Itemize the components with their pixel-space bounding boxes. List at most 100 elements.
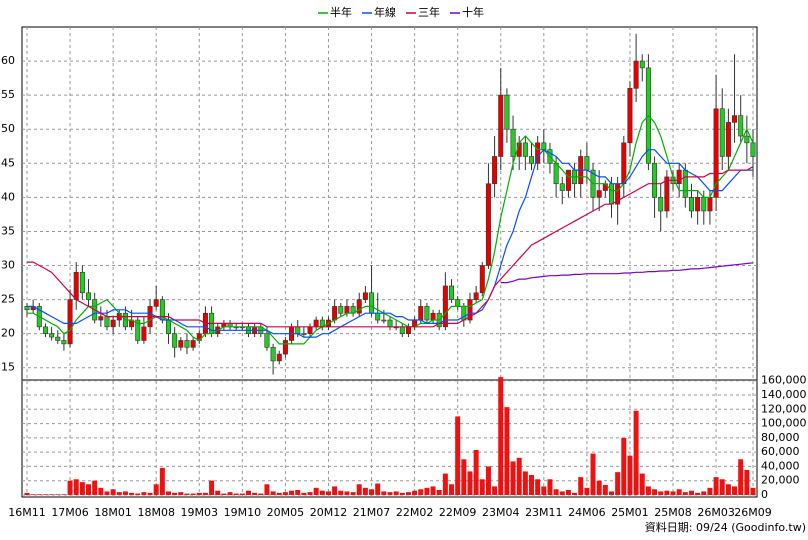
candle-body: [49, 333, 55, 338]
volume-bar: [122, 491, 128, 495]
volume-bar: [202, 492, 208, 495]
volume-bar: [621, 437, 627, 495]
candle-body: [658, 197, 664, 212]
candle-body: [332, 306, 338, 321]
candle-body: [750, 142, 756, 157]
candle-body: [73, 272, 79, 300]
footer: 資料日期: 09/24 (Goodinfo.tw): [645, 520, 806, 534]
ma-line: [27, 114, 754, 345]
x-tick-label: 19M03: [181, 506, 219, 519]
candle-body: [424, 306, 430, 321]
volume-bar: [258, 493, 264, 495]
candle-body: [387, 319, 393, 328]
candle-body: [79, 272, 85, 294]
candle-body: [67, 299, 73, 345]
y-tick-label: 35: [1, 224, 15, 237]
candle-body: [98, 316, 104, 321]
candle-body: [498, 94, 504, 157]
volume-bar: [732, 486, 738, 495]
candle-body: [270, 346, 276, 362]
candle-body: [135, 319, 141, 341]
volume-bar: [381, 491, 387, 495]
candle-body: [338, 306, 344, 314]
y-tick-label: 30: [1, 259, 15, 272]
candle-body: [307, 326, 313, 334]
y-tick-label: 15: [1, 361, 15, 374]
candle-body: [608, 183, 614, 205]
candle-body: [633, 60, 639, 89]
candle-body: [172, 333, 178, 348]
x-tick-label: 25M08: [654, 506, 692, 519]
volume-bar: [547, 479, 553, 495]
candle-body: [732, 115, 738, 123]
y2-tick-label: 60,000: [761, 445, 800, 458]
volume-bar: [639, 473, 645, 495]
x-tick-label: 16M11: [8, 506, 46, 519]
candle-body: [504, 94, 510, 130]
volume-bar: [492, 486, 498, 495]
volume-bar: [455, 416, 461, 495]
volume-bar: [289, 490, 295, 495]
volume-bar: [412, 490, 418, 495]
candle-body: [369, 292, 375, 314]
candle-body: [356, 299, 362, 314]
candle-body: [652, 162, 658, 198]
volume-bar: [707, 487, 713, 495]
candle-body: [178, 340, 184, 348]
candle-body: [313, 319, 319, 328]
candle-body: [61, 340, 67, 345]
volume-bar: [676, 489, 682, 495]
volume-bar: [233, 493, 239, 495]
volume-bar: [42, 494, 48, 495]
volume-bar: [196, 492, 202, 495]
volume-bar: [67, 480, 73, 495]
volume-bar: [479, 479, 485, 495]
volume-bar: [129, 492, 135, 495]
y-tick-label: 45: [1, 156, 15, 169]
candle-body: [596, 190, 602, 198]
y2-tick-label: 20,000: [761, 474, 800, 487]
candle-body: [639, 60, 645, 69]
candle-body: [104, 316, 110, 328]
x-tick-label: 26M09: [734, 506, 772, 519]
volume-bar: [485, 466, 491, 495]
volume-bar: [522, 471, 528, 495]
volume-bar: [282, 492, 288, 495]
x-tick-label: 20M12: [310, 506, 348, 519]
volume-bar: [602, 485, 608, 495]
volume-bar: [504, 407, 510, 495]
volume-bar: [688, 490, 694, 495]
candle-body: [510, 128, 516, 157]
volume-bar: [615, 472, 621, 495]
volume-bar: [399, 492, 405, 495]
volume-bar: [559, 491, 565, 495]
x-tick-label: 22M09: [439, 506, 477, 519]
y2-tick-label: 160,000: [761, 374, 807, 387]
legend-label: 三年: [418, 5, 440, 19]
volume-bar: [553, 489, 559, 495]
candle-body: [676, 169, 682, 185]
ma-line: [27, 148, 753, 338]
volume-bar: [356, 484, 362, 495]
x-tick-label: 20M05: [267, 506, 305, 519]
volume-bar: [375, 483, 381, 495]
candle-body: [282, 340, 288, 355]
volume-bar: [744, 470, 750, 495]
y-tick-label: 50: [1, 122, 15, 135]
y-tick-label: 60: [1, 54, 15, 67]
x-tick-label: 18M01: [94, 506, 132, 519]
volume-bar: [658, 491, 664, 495]
y-tick-label: 55: [1, 88, 15, 101]
volume-bar: [529, 475, 535, 495]
candle-body: [522, 142, 528, 157]
volume-bar: [670, 491, 676, 495]
volume-bar: [664, 490, 670, 495]
volume-bar: [104, 491, 110, 495]
volume-bar: [319, 490, 325, 495]
volume-bar: [719, 479, 725, 495]
volume-bar: [584, 487, 590, 495]
y2-tick-label: 120,000: [761, 402, 807, 415]
volume-bar: [215, 490, 221, 495]
volume-bar: [147, 492, 153, 495]
volume-bar: [313, 487, 319, 495]
